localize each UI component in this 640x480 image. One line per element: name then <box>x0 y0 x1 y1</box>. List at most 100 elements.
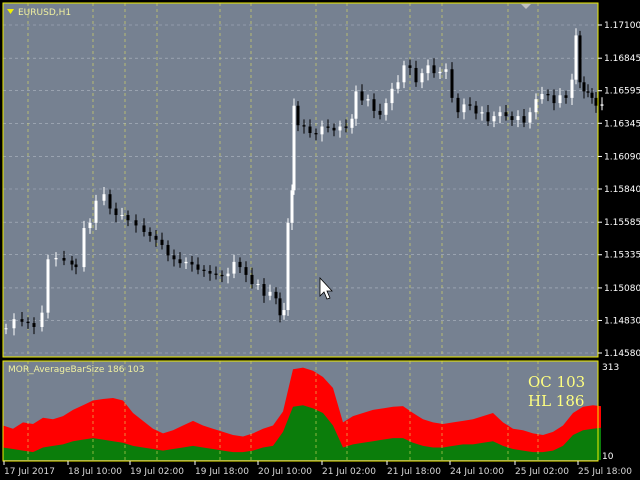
price-grid <box>3 3 598 357</box>
indicator-scale-top: 313 <box>602 363 619 373</box>
bull-candle <box>268 291 272 296</box>
bull-candle <box>290 190 294 223</box>
price-label: 1.15080 <box>604 284 640 294</box>
bear-candle <box>456 97 460 113</box>
bull-candle <box>46 259 50 313</box>
bull-candle <box>384 103 388 115</box>
bull-candle <box>492 116 496 122</box>
bear-candle <box>314 133 318 135</box>
bear-candle <box>196 264 200 270</box>
bear-candle <box>250 274 254 285</box>
bull-candle <box>420 73 424 83</box>
indicator-scale-bottom: 10 <box>602 452 614 462</box>
bear-candle <box>302 125 306 127</box>
collapse-arrow-icon[interactable] <box>7 9 14 14</box>
bull-candle <box>498 112 502 117</box>
indicator-pane-border <box>2 360 599 462</box>
bear-candle <box>360 91 364 101</box>
bear-candle <box>590 92 594 98</box>
bear-candle <box>208 271 212 274</box>
bear-candle <box>74 264 78 268</box>
bear-candle <box>166 244 170 256</box>
bear-candle <box>414 67 418 83</box>
bull-candle <box>286 222 290 311</box>
bull-candle <box>4 328 8 330</box>
bear-candle <box>238 261 242 268</box>
indicator-label: MOR_AverageBarSize 186 103 <box>8 365 145 375</box>
bear-candle <box>202 269 206 271</box>
symbol-label: EURUSD,H1 <box>18 8 71 18</box>
bear-candle <box>378 110 382 115</box>
bear-candle <box>26 321 30 324</box>
price-label: 1.16345 <box>604 119 640 129</box>
bull-candle <box>574 35 578 80</box>
price-pane-border <box>2 2 599 358</box>
bear-candle <box>408 65 412 68</box>
bull-candle <box>480 112 484 114</box>
bear-candle <box>332 127 336 131</box>
oc-area <box>3 405 601 460</box>
oc-value-label: OC 103 <box>528 373 585 391</box>
bear-candle <box>308 126 312 134</box>
price-label: 1.15585 <box>604 218 640 228</box>
time-label: 18 Jul 10:00 <box>68 467 122 477</box>
bear-candle <box>586 91 590 93</box>
time-label: 19 Jul 18:00 <box>195 467 249 477</box>
bull-candle <box>120 215 124 217</box>
price-axis[interactable]: 1.17100 1.16845 1.16595 1.16345 1.16090 1.158… <box>598 21 640 359</box>
price-label: 1.17100 <box>604 21 640 31</box>
bull-candle <box>462 104 466 113</box>
bull-candle <box>282 310 286 316</box>
bull-candle <box>256 284 260 286</box>
chart-shift-marker-icon[interactable] <box>521 4 531 9</box>
bear-candle <box>190 261 194 265</box>
bear-candle <box>262 284 266 296</box>
time-axis[interactable]: 17 Jul 2017 18 Jul 10:00 19 Jul 02:00 19 Ju… <box>3 461 632 477</box>
bull-candle <box>184 261 188 264</box>
time-label: 25 Jul 02:00 <box>515 467 569 477</box>
bull-candle <box>12 319 16 329</box>
bull-candle <box>516 116 520 121</box>
bear-candle <box>154 235 158 240</box>
bull-candle <box>102 194 106 201</box>
time-label: 25 Jul 18:00 <box>578 467 632 477</box>
bull-candle <box>354 91 358 119</box>
price-label: 1.15840 <box>604 185 640 195</box>
bear-candle <box>274 291 278 299</box>
price-label: 1.14580 <box>604 349 640 359</box>
bear-candle <box>178 259 182 264</box>
price-label: 1.15335 <box>604 251 640 261</box>
bull-candle <box>350 118 354 128</box>
price-label: 1.16090 <box>604 152 640 162</box>
bear-candle <box>582 82 586 92</box>
indicator-areas <box>3 367 601 460</box>
bear-candle <box>278 298 282 316</box>
bull-candle <box>438 71 442 74</box>
bear-candle <box>504 112 508 117</box>
bear-candle <box>32 323 36 327</box>
bull-candle <box>320 126 324 135</box>
time-label: 21 Jul 02:00 <box>322 467 376 477</box>
bear-candle <box>172 255 176 260</box>
price-label: 1.16845 <box>604 54 640 64</box>
price-pane[interactable] <box>3 3 598 357</box>
bear-candle <box>220 274 224 277</box>
bull-candle <box>558 95 562 104</box>
bull-candle <box>570 79 574 98</box>
hl-value-label: HL 186 <box>528 392 584 410</box>
bear-candle <box>468 104 472 106</box>
time-label: 17 Jul 2017 <box>4 467 55 477</box>
bear-candle <box>552 95 556 104</box>
bull-candle <box>232 261 236 274</box>
bull-candle <box>402 65 406 83</box>
bear-candle <box>134 220 138 226</box>
bear-candle <box>114 208 118 216</box>
time-label: 19 Jul 02:00 <box>130 467 184 477</box>
bull-candle <box>54 257 58 260</box>
bear-candle <box>344 126 348 128</box>
bear-candle <box>510 116 514 121</box>
mouse-pointer-icon <box>319 276 333 300</box>
price-candles <box>4 28 604 336</box>
bear-candle <box>594 97 598 106</box>
bear-candle <box>486 112 490 122</box>
